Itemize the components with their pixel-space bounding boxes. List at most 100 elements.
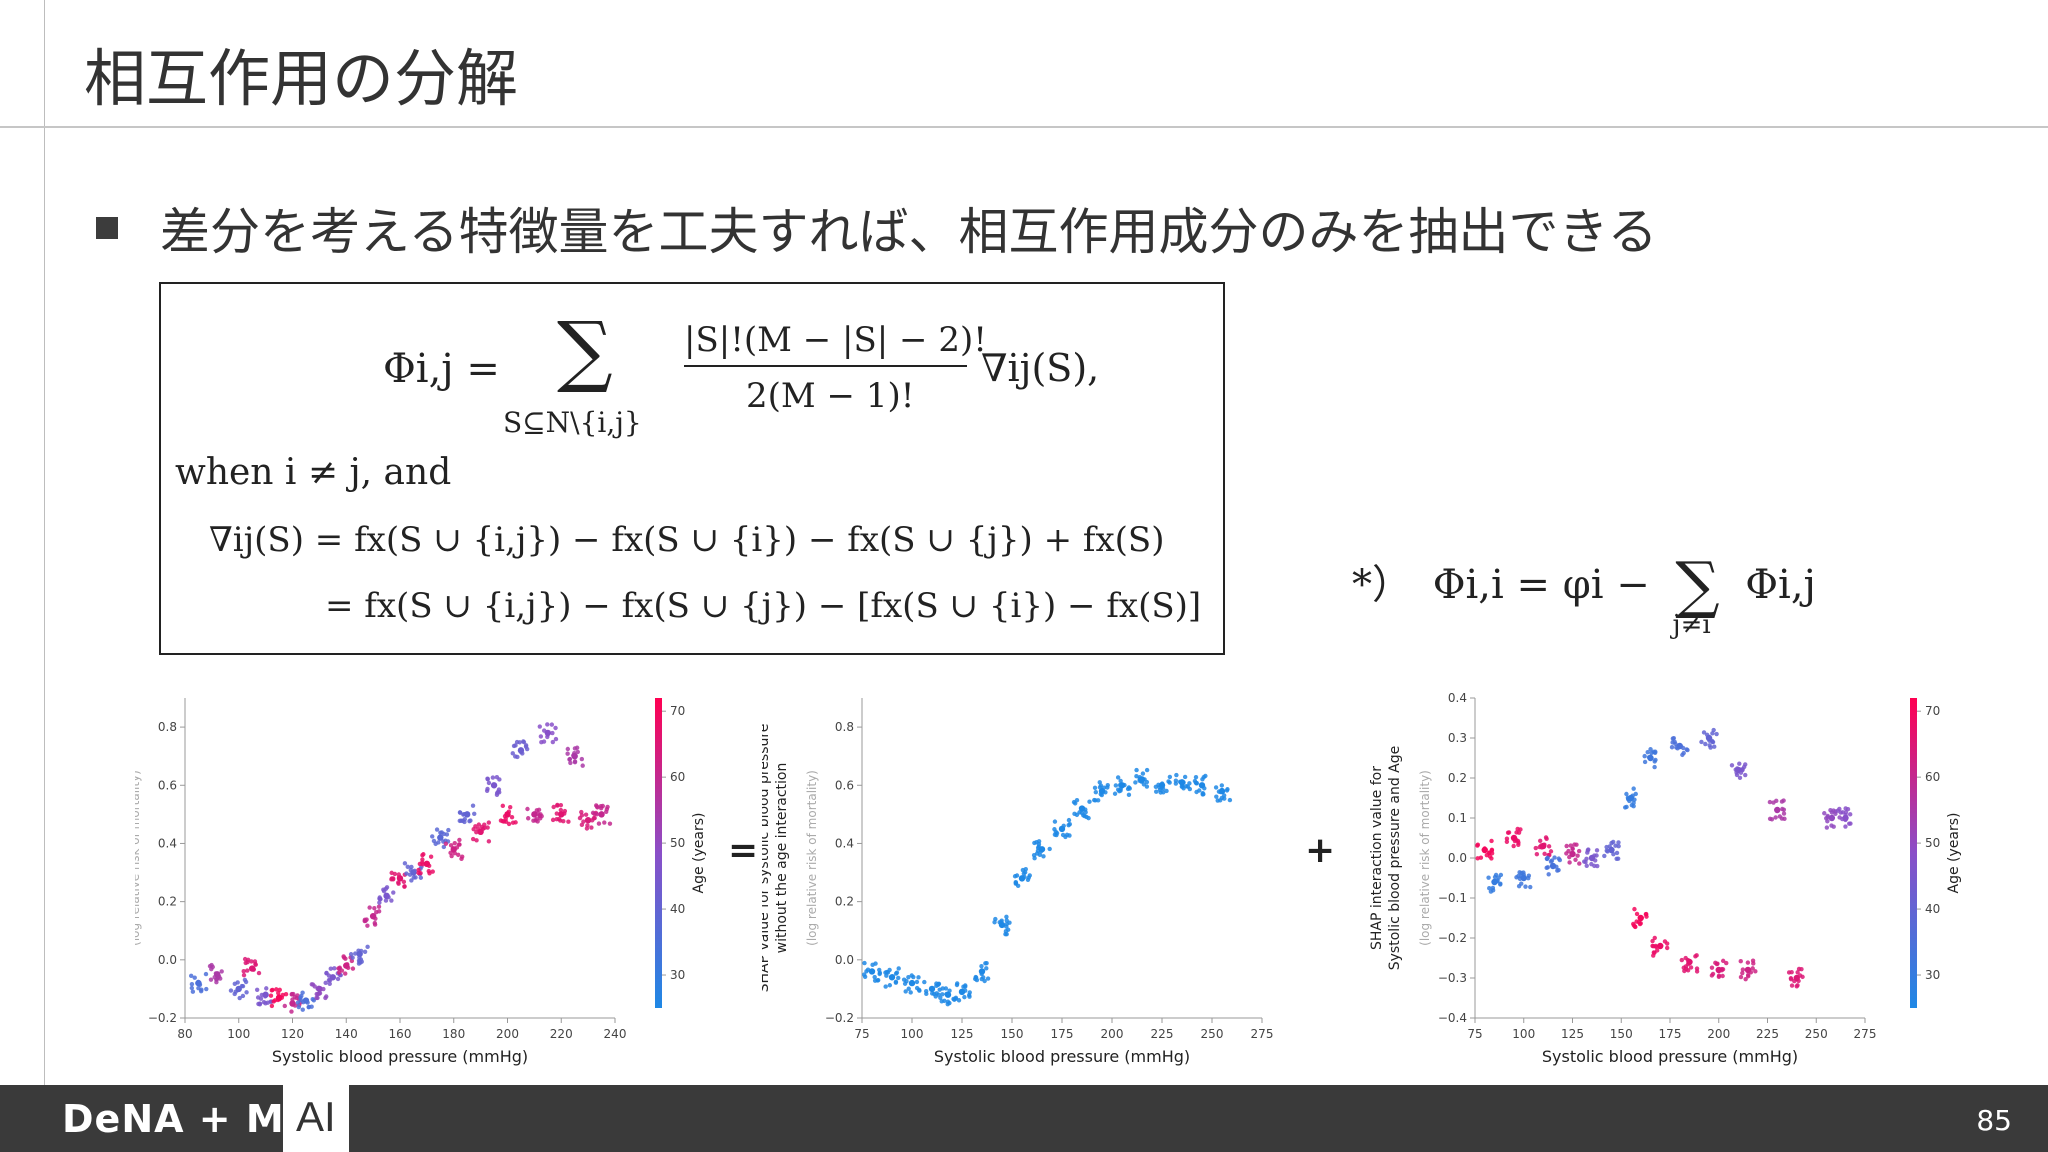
data-point [1773, 815, 1778, 820]
data-point [462, 819, 467, 825]
data-point [500, 818, 505, 824]
data-point [252, 959, 258, 964]
data-point [439, 830, 444, 835]
data-point [1750, 966, 1755, 971]
data-point [491, 782, 496, 787]
data-point [249, 959, 254, 964]
data-point [1716, 973, 1722, 978]
data-point [1486, 875, 1491, 880]
data-point [896, 966, 901, 971]
data-point [244, 990, 249, 995]
x-tick-label: 100 [227, 1027, 250, 1041]
data-point [1144, 779, 1150, 785]
data-point [558, 807, 564, 813]
data-point [1066, 817, 1072, 823]
data-point [470, 803, 476, 808]
data-point [1631, 803, 1636, 809]
data-point [437, 834, 444, 841]
data-point [1072, 811, 1077, 817]
data-point [444, 832, 450, 837]
data-point [407, 872, 413, 877]
data-point [565, 746, 571, 752]
data-point [1743, 772, 1748, 778]
data-point [509, 815, 515, 820]
data-point [317, 990, 323, 996]
data-point [402, 884, 407, 889]
data-point [1614, 856, 1619, 861]
data-point [323, 980, 328, 986]
data-point [1487, 854, 1493, 859]
data-point [210, 964, 215, 970]
data-point [877, 967, 882, 973]
y-tick-label: −0.3 [1438, 971, 1467, 985]
data-point [1748, 970, 1754, 975]
data-point [1012, 874, 1018, 879]
y-tick-label: −0.1 [1438, 891, 1467, 905]
data-point [1004, 918, 1009, 923]
data-point [1182, 774, 1188, 780]
y-tick-label: 0.8 [158, 720, 177, 734]
data-point [1652, 764, 1657, 770]
data-point [916, 975, 921, 980]
data-point [1789, 969, 1794, 975]
data-point [503, 819, 509, 824]
data-point [575, 749, 580, 755]
data-point [1569, 850, 1576, 858]
y-axis-sublabel: (log relative risk of mortality) [805, 770, 819, 946]
data-point [197, 981, 202, 986]
data-point [1701, 730, 1707, 735]
data-point [1074, 798, 1080, 803]
data-point [906, 975, 911, 980]
data-point [1546, 844, 1552, 849]
data-point [1554, 864, 1559, 870]
data-point [1650, 943, 1655, 949]
data-point [1496, 875, 1501, 880]
data-point [1796, 966, 1802, 972]
x-tick-label: 80 [177, 1027, 192, 1041]
data-point [428, 854, 434, 859]
data-point [426, 868, 431, 874]
data-point [1125, 786, 1131, 792]
data-point [356, 948, 361, 953]
note-marker: *） [1352, 562, 1412, 608]
data-point [314, 991, 319, 997]
data-point [389, 876, 395, 881]
data-point [944, 991, 949, 997]
x-tick-label: 225 [1151, 1027, 1174, 1041]
data-point [485, 786, 490, 792]
data-point [947, 988, 952, 993]
data-point [1487, 850, 1492, 855]
data-point [928, 985, 936, 993]
data-point [232, 981, 238, 986]
data-point [386, 894, 391, 900]
data-point [537, 724, 542, 729]
data-point [896, 975, 901, 981]
colorbar-tick-label: 70 [1925, 704, 1940, 718]
data-point [265, 1000, 270, 1005]
data-point [545, 734, 550, 740]
data-point [549, 722, 555, 727]
data-point [270, 987, 275, 993]
data-point [296, 1004, 302, 1010]
data-point [1187, 781, 1192, 786]
data-point [1052, 819, 1058, 824]
y-axis-label: SHAP interaction value for [1369, 766, 1385, 950]
y-tick-label: 0.6 [158, 778, 177, 792]
data-point [883, 984, 888, 989]
data-point [868, 968, 876, 975]
data-point [282, 1003, 287, 1009]
data-point [448, 843, 454, 848]
data-point [567, 757, 572, 762]
data-point [1093, 798, 1098, 803]
data-point [315, 995, 320, 1001]
data-point [1105, 783, 1110, 788]
data-point [367, 905, 372, 910]
data-point [1738, 770, 1744, 775]
data-point [1828, 814, 1836, 822]
data-point [1828, 807, 1833, 813]
data-point [1782, 816, 1787, 821]
data-point [1216, 789, 1222, 794]
data-point [1538, 838, 1543, 844]
data-point [1528, 884, 1533, 890]
data-point [328, 966, 333, 971]
